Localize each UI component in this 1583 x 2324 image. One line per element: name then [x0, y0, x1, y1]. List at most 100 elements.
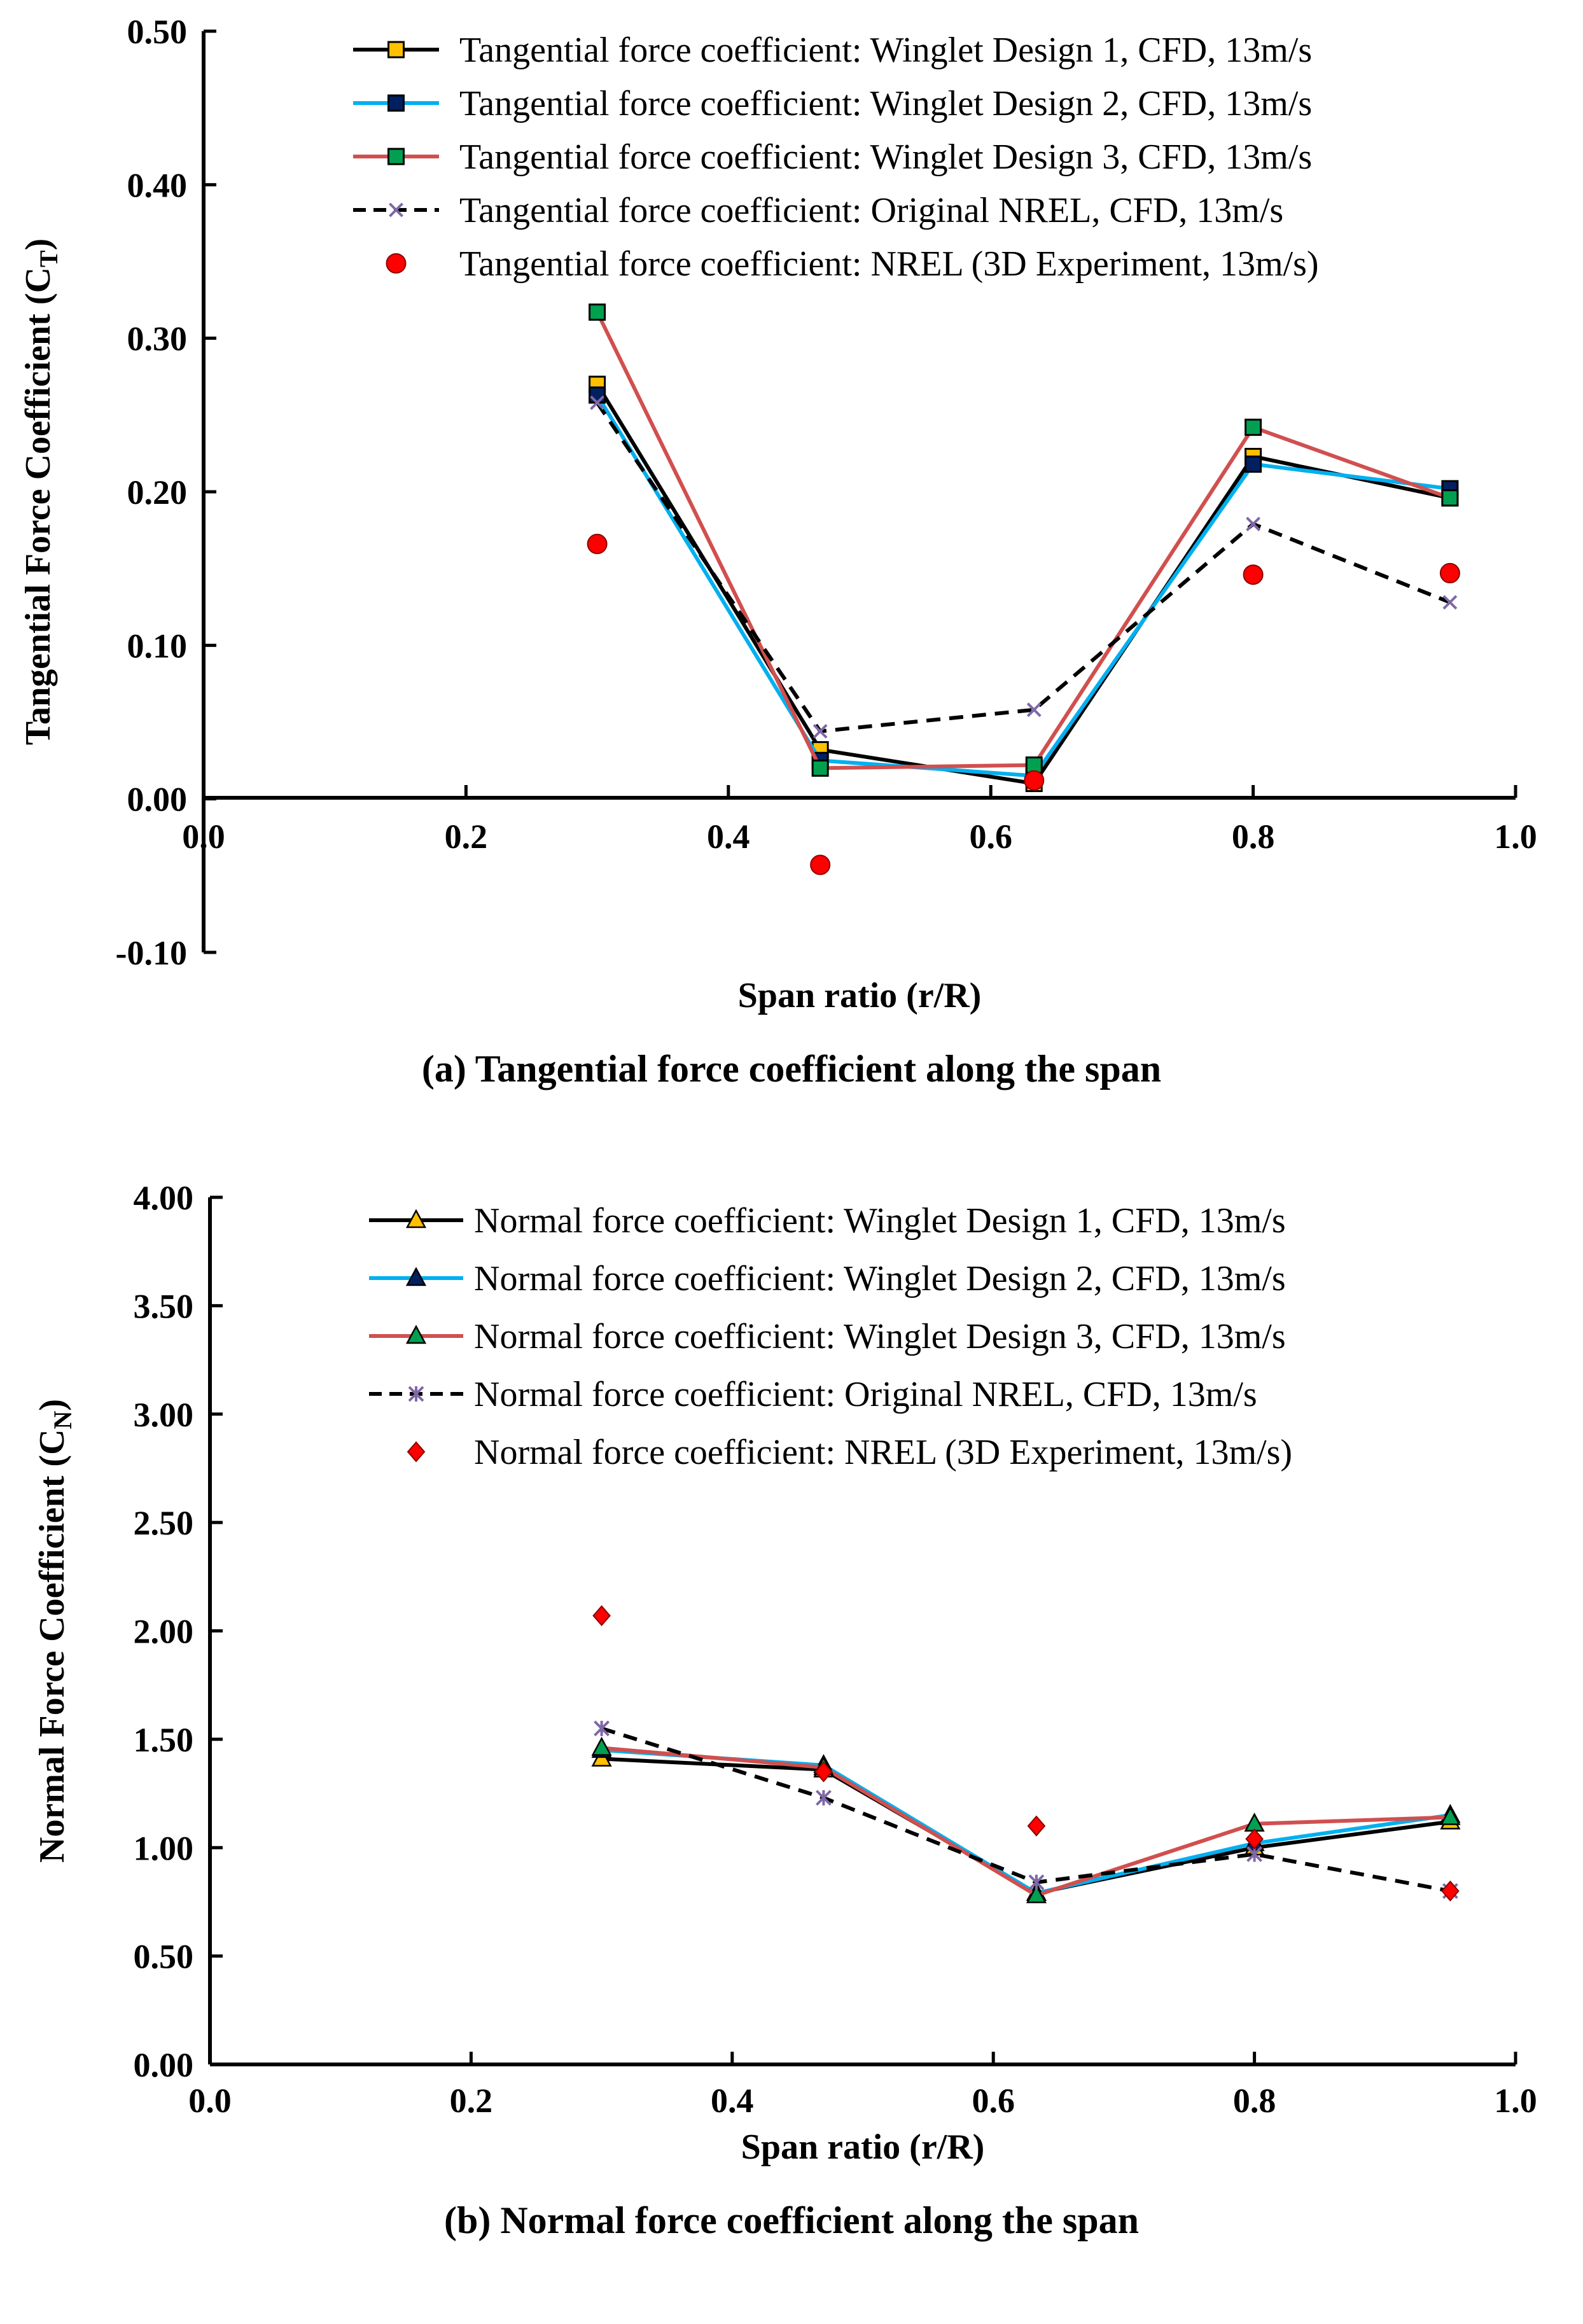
series-line	[601, 1726, 1451, 1893]
data-point	[1243, 564, 1264, 585]
legend-label: Tangential force coefficient: Winglet De…	[459, 84, 1312, 123]
legend-marker	[405, 1325, 427, 1344]
series-line	[595, 311, 1451, 770]
data-point	[812, 724, 828, 739]
y-axis-title: Tangential Force Coefficient (CT)	[18, 239, 63, 746]
legend-item: Normal force coefficient: NREL (3D Exper…	[407, 1433, 1292, 1472]
series-1	[591, 1747, 1461, 1902]
data-point	[1441, 1880, 1460, 1902]
data-point	[594, 1720, 610, 1737]
legend-item: Normal force coefficient: Winglet Design…	[369, 1317, 1286, 1356]
legend-marker	[387, 148, 405, 165]
data-point	[1441, 489, 1459, 507]
series-5	[592, 1605, 1460, 1902]
y-tick-label: 0.30	[127, 320, 188, 358]
data-point	[1245, 456, 1262, 473]
series-5	[587, 534, 1460, 875]
data-point	[1024, 770, 1045, 791]
data-point	[811, 759, 829, 777]
data-point	[590, 395, 605, 410]
legend-label: Normal force coefficient: Winglet Design…	[474, 1317, 1286, 1356]
x-tick-label: 0.8	[1233, 2082, 1276, 2120]
data-point	[592, 1605, 611, 1627]
legend-item: Normal force coefficient: Winglet Design…	[369, 1259, 1286, 1298]
figure-caption: (b) Normal force coefficient along the s…	[444, 2199, 1139, 2241]
data-point	[1245, 419, 1262, 436]
legend-label: Tangential force coefficient: Winglet De…	[459, 137, 1312, 177]
y-tick-label: 1.00	[134, 1829, 194, 1867]
data-point	[1440, 1806, 1461, 1825]
data-point	[1245, 1828, 1264, 1850]
legend-label: Tangential force coefficient: NREL (3D E…	[459, 244, 1319, 284]
data-point	[814, 1761, 833, 1783]
y-tick-label: 0.20	[127, 473, 188, 511]
data-point	[591, 1736, 612, 1756]
legend-marker	[405, 1267, 427, 1286]
x-tick-label: 1.0	[1494, 2082, 1537, 2120]
y-tick-label: 2.00	[134, 1613, 194, 1651]
series-line	[601, 1746, 1451, 1898]
y-tick-label: 3.00	[134, 1396, 194, 1434]
figure-caption: (a) Tangential force coefficient along t…	[422, 1048, 1161, 1090]
y-tick-label: 0.40	[127, 166, 188, 204]
data-point	[1028, 1874, 1045, 1891]
legend-marker	[387, 94, 405, 112]
y-tick-label: 4.00	[134, 1179, 194, 1217]
y-tick-label: 0.00	[134, 2046, 194, 2084]
legend: Tangential force coefficient: Winglet De…	[353, 31, 1319, 284]
y-tick-label: 2.50	[134, 1504, 194, 1542]
series-line	[596, 383, 1451, 786]
legend-marker	[407, 1441, 426, 1463]
legend-item: Tangential force coefficient: NREL (3D E…	[386, 244, 1319, 284]
y-tick-label: 0.50	[134, 1938, 194, 1976]
data-point	[1439, 562, 1460, 583]
y-axis-title: Normal Force Coefficient (CN)	[32, 1399, 77, 1863]
y-tick-label: 0.00	[127, 781, 188, 819]
x-tick-label: 0.2	[450, 2082, 493, 2120]
legend-marker	[389, 202, 403, 218]
legend-marker	[408, 1386, 424, 1402]
legend-item: Normal force coefficient: Original NREL,…	[369, 1375, 1257, 1414]
series-4	[590, 395, 1458, 739]
y-tick-label: -0.10	[116, 934, 187, 972]
x-axis-title: Span ratio (r/R)	[738, 976, 982, 1015]
legend-label: Tangential force coefficient: Original N…	[459, 191, 1283, 230]
x-tick-label: 0.0	[182, 818, 225, 856]
series-3	[589, 303, 1459, 777]
series-4	[594, 1720, 1458, 1899]
legend-item: Tangential force coefficient: Winglet De…	[353, 137, 1312, 177]
legend-label: Normal force coefficient: Original NREL,…	[474, 1375, 1257, 1414]
data-point	[589, 386, 606, 404]
y-tick-label: 1.50	[134, 1721, 194, 1759]
x-tick-label: 0.6	[972, 2082, 1015, 2120]
legend-label: Tangential force coefficient: Winglet De…	[459, 31, 1312, 70]
legend-marker	[387, 41, 405, 59]
legend-label: Normal force coefficient: NREL (3D Exper…	[474, 1433, 1292, 1472]
data-point	[816, 1790, 832, 1806]
x-tick-label: 0.2	[445, 818, 488, 856]
data-point	[1026, 1884, 1047, 1903]
data-point	[1246, 517, 1261, 532]
chart-normal: 0.00 0.50 1.00 1.50 2.00 2.50 3.00 3.50 4.00 0.0 0…	[32, 1179, 1537, 2241]
legend-marker	[405, 1209, 427, 1228]
data-point	[1027, 1815, 1046, 1837]
x-tick-label: 1.0	[1494, 818, 1537, 856]
y-tick-label: 0.10	[127, 627, 188, 665]
x-tick-label: 0.4	[711, 2082, 754, 2120]
data-point	[589, 303, 606, 321]
y-tick-label: 0.50	[127, 13, 188, 51]
series-line	[596, 401, 1451, 734]
legend: Normal force coefficient: Winglet Design…	[369, 1201, 1292, 1472]
legend-label: Normal force coefficient: Winglet Design…	[474, 1259, 1286, 1298]
data-point	[1026, 702, 1042, 718]
legend-item: Tangential force coefficient: Winglet De…	[353, 84, 1312, 123]
x-tick-label: 0.8	[1232, 818, 1275, 856]
series-line	[601, 1757, 1451, 1895]
legend-label: Normal force coefficient: Winglet Design…	[474, 1201, 1286, 1241]
x-tick-label: 0.6	[969, 818, 1012, 856]
chart-tangential: -0.10 0.00 0.10 0.20 0.30 0.40 0.50 0.0 0.2 0.4 0.…	[18, 13, 1537, 1090]
legend-item: Tangential force coefficient: Original N…	[353, 191, 1283, 230]
x-tick-label: 0.4	[707, 818, 750, 856]
y-tick-label: 3.50	[134, 1287, 194, 1325]
